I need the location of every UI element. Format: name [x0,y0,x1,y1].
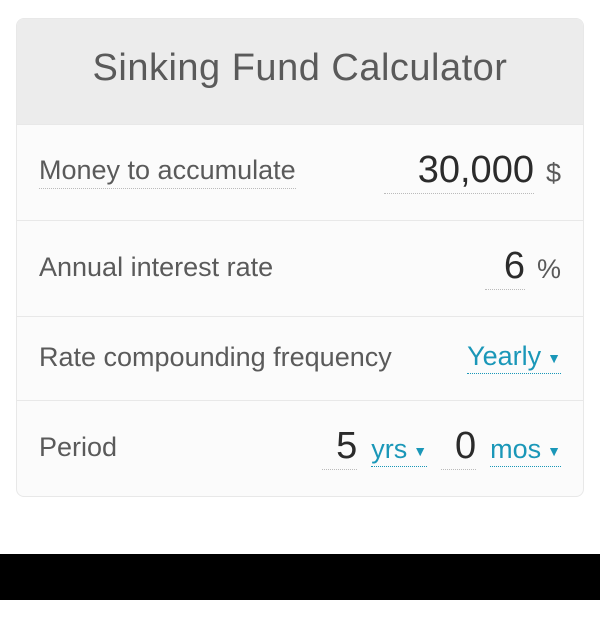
interest-value-wrap: 6 % [485,245,561,290]
compounding-selected: Yearly [467,341,541,372]
bottom-bar [0,554,600,600]
years-unit-label: yrs [371,434,407,465]
money-value-wrap: 30,000 $ [384,149,561,194]
compounding-select[interactable]: Yearly ▼ [467,341,561,374]
months-unit-select[interactable]: mos ▼ [490,434,561,467]
card-header: Sinking Fund Calculator [17,19,583,124]
years-input[interactable]: 5 [322,425,357,470]
chevron-down-icon: ▼ [547,443,561,459]
period-row: Period 5 yrs ▼ 0 mos ▼ [17,400,583,496]
money-label: Money to accumulate [39,155,296,189]
chevron-down-icon: ▼ [547,350,561,366]
calculator-card: Sinking Fund Calculator Money to accumul… [16,18,584,497]
money-unit: $ [546,158,561,189]
interest-row: Annual interest rate 6 % [17,220,583,316]
compounding-row: Rate compounding frequency Yearly ▼ [17,316,583,400]
card-title: Sinking Fund Calculator [37,47,563,90]
period-label: Period [39,432,117,463]
money-input[interactable]: 30,000 [384,149,534,194]
money-row: Money to accumulate 30,000 $ [17,124,583,220]
compounding-label: Rate compounding frequency [39,342,392,373]
interest-unit: % [537,254,561,285]
period-controls: 5 yrs ▼ 0 mos ▼ [322,425,561,470]
months-unit-label: mos [490,434,541,465]
chevron-down-icon: ▼ [413,443,427,459]
interest-input[interactable]: 6 [485,245,525,290]
years-unit-select[interactable]: yrs ▼ [371,434,427,467]
interest-label: Annual interest rate [39,252,273,283]
months-input[interactable]: 0 [441,425,476,470]
